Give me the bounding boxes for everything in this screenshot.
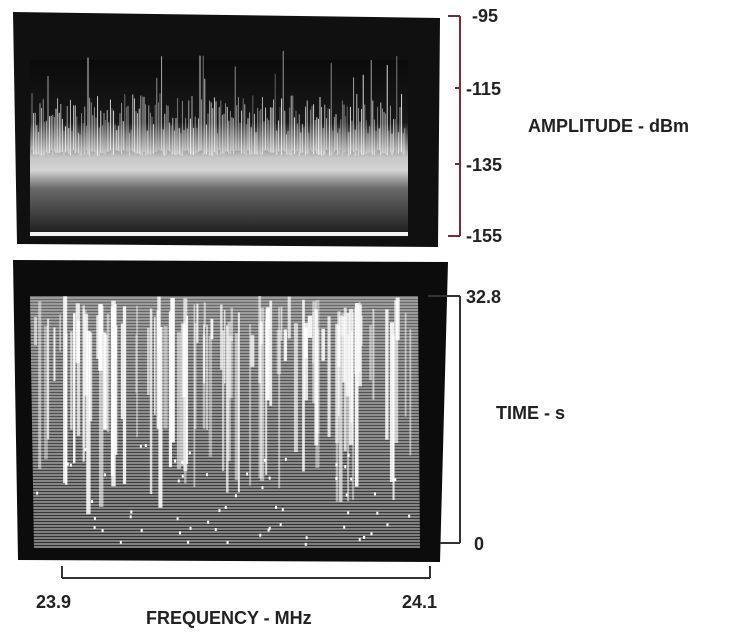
frequency-tick-label: 23.9 [36,592,72,612]
time-tick-label: 32.8 [466,287,502,307]
amplitude-tick-label: -115 [466,79,502,99]
amplitude-tick-label: -135 [466,155,503,175]
time-tick-label: 0 [474,534,485,554]
time-scale-bracket [428,295,461,544]
amplitude-tick-label: -95 [472,6,499,26]
amplitude-axis-label: AMPLITUDE - dBm [528,116,689,136]
waterfall-panel [13,260,448,562]
amplitude-panel [13,12,440,247]
frequency-scale-bracket [61,566,431,579]
time-axis-label: TIME - s [496,403,566,423]
waterfall-scan-lines [30,297,420,548]
frequency-axis-label: FREQUENCY - MHz [146,608,312,628]
amplitude-tick-label: -155 [466,226,503,246]
noise-floor-line [30,232,408,236]
amplitude-scale-bracket [448,15,461,237]
waterfall-signal-streaks [34,296,412,546]
amplitude-spikes [31,50,406,156]
frequency-tick-label: 24.1 [402,592,438,612]
